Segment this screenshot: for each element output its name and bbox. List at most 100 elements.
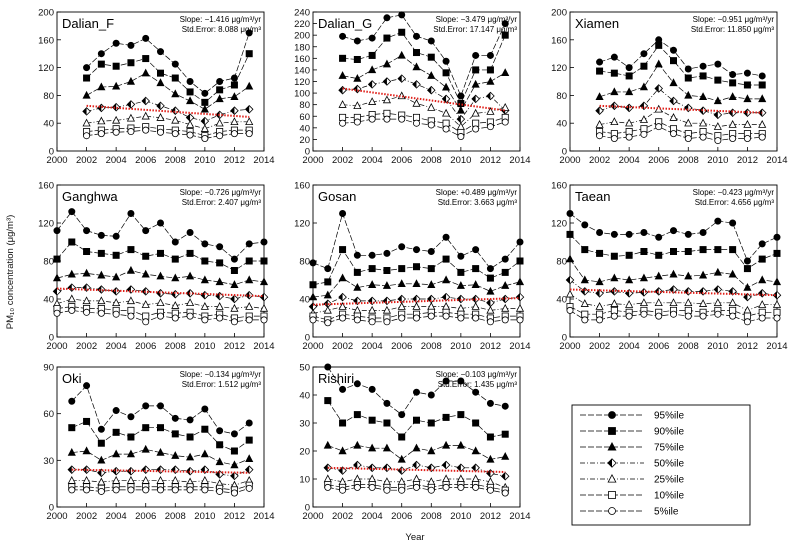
data-point xyxy=(83,64,91,72)
data-point xyxy=(486,399,494,407)
data-point xyxy=(141,96,150,106)
series-line xyxy=(569,293,777,311)
x-tick-label: 2012 xyxy=(224,511,245,522)
data-point xyxy=(471,94,480,104)
x-tick-label: 2006 xyxy=(391,155,412,166)
data-point xyxy=(127,246,135,254)
data-point xyxy=(383,419,391,427)
slope-label: Slope: −3.479 μg/m³/yr xyxy=(436,15,518,24)
data-point xyxy=(141,465,150,474)
data-point xyxy=(171,106,180,115)
data-point xyxy=(699,72,707,80)
x-tick-label: 2004 xyxy=(106,155,127,166)
data-point xyxy=(456,122,465,130)
data-point xyxy=(142,312,150,320)
chart-panel-ganghwa: 0 40 80 120 160 2000 2002 2004 2006 2008 2010 2012 2… xyxy=(38,181,274,353)
data-point xyxy=(713,298,722,306)
y-tick-label: 80 xyxy=(299,257,310,268)
data-point xyxy=(83,227,91,235)
chart-panel-rishiri: 0 10 20 30 40 50 2000 2002 2004 2006 2008 2010 2012 2… xyxy=(299,363,530,523)
data-point xyxy=(186,433,194,441)
data-point xyxy=(442,108,451,117)
data-point xyxy=(353,474,362,483)
data-point xyxy=(398,115,406,123)
data-point xyxy=(216,243,224,251)
x-tick-label: 2004 xyxy=(106,341,127,352)
data-point xyxy=(112,310,120,318)
data-point xyxy=(412,302,421,310)
chart-panel-oki: 0 30 60 90 2000 2002 2004 2006 2008 2010 2012 2014 O… xyxy=(43,363,274,523)
data-point xyxy=(142,252,150,260)
data-point xyxy=(457,411,465,419)
data-point xyxy=(427,265,435,273)
data-point xyxy=(127,413,135,421)
data-point xyxy=(323,305,332,314)
y-tick-label: 40 xyxy=(43,295,54,306)
data-point xyxy=(427,121,435,129)
data-point xyxy=(457,483,465,491)
data-point xyxy=(186,228,194,236)
data-point xyxy=(200,116,210,126)
series-95ile xyxy=(53,208,268,263)
series-10ile xyxy=(53,303,268,322)
data-point xyxy=(83,132,91,140)
series-line xyxy=(86,126,250,137)
data-point xyxy=(412,388,420,396)
x-tick-label: 2008 xyxy=(421,341,442,352)
data-point xyxy=(515,303,525,312)
data-point xyxy=(383,486,391,494)
data-point xyxy=(260,238,268,246)
data-point xyxy=(368,265,376,273)
data-point xyxy=(758,72,766,80)
data-point xyxy=(713,285,723,294)
data-point xyxy=(368,65,377,74)
data-point xyxy=(156,219,164,227)
stderr-label: Std.Error: 3.663 μg/m³ xyxy=(438,198,518,207)
y-tick-label: 40 xyxy=(556,295,567,306)
data-point xyxy=(670,310,678,318)
data-point xyxy=(714,310,722,318)
data-point xyxy=(339,113,347,121)
data-point xyxy=(367,80,377,89)
data-point xyxy=(171,74,179,82)
data-point xyxy=(82,475,91,484)
data-point xyxy=(773,308,781,316)
legend-entry-95ile: 95%ile xyxy=(580,411,684,422)
legend-marker xyxy=(607,441,617,451)
data-point xyxy=(596,58,604,66)
data-point xyxy=(654,287,663,296)
data-point xyxy=(684,247,692,255)
series-10ile xyxy=(339,109,509,136)
data-point xyxy=(200,449,209,458)
data-point xyxy=(353,251,361,259)
data-point xyxy=(230,117,239,125)
data-point xyxy=(699,312,707,320)
data-point xyxy=(382,463,392,473)
data-point xyxy=(97,296,106,305)
data-point xyxy=(368,483,376,491)
data-point xyxy=(309,281,317,289)
data-point xyxy=(639,115,648,123)
data-point xyxy=(126,113,135,122)
data-point xyxy=(324,363,332,371)
series-50ile xyxy=(323,460,510,481)
stderr-label: Std.Error: 11.850 μg/m³ xyxy=(691,25,774,34)
x-tick-label: 2004 xyxy=(362,155,383,166)
data-point xyxy=(97,60,105,68)
data-point xyxy=(714,246,722,254)
legend-label: 5%ile xyxy=(654,507,679,518)
data-point xyxy=(186,312,194,320)
data-point xyxy=(339,385,347,393)
data-point xyxy=(472,265,480,273)
x-tick-label: 2014 xyxy=(509,511,530,522)
series-line xyxy=(342,113,506,133)
data-point xyxy=(156,402,164,410)
legend-entry-10ile: 10%ile xyxy=(580,491,684,502)
data-point xyxy=(97,270,106,279)
data-point xyxy=(501,303,510,312)
data-point xyxy=(486,305,495,314)
legend-label: 90%ile xyxy=(654,427,684,438)
data-point xyxy=(457,252,465,260)
data-point xyxy=(186,96,195,105)
x-tick-label: 2000 xyxy=(46,511,67,522)
